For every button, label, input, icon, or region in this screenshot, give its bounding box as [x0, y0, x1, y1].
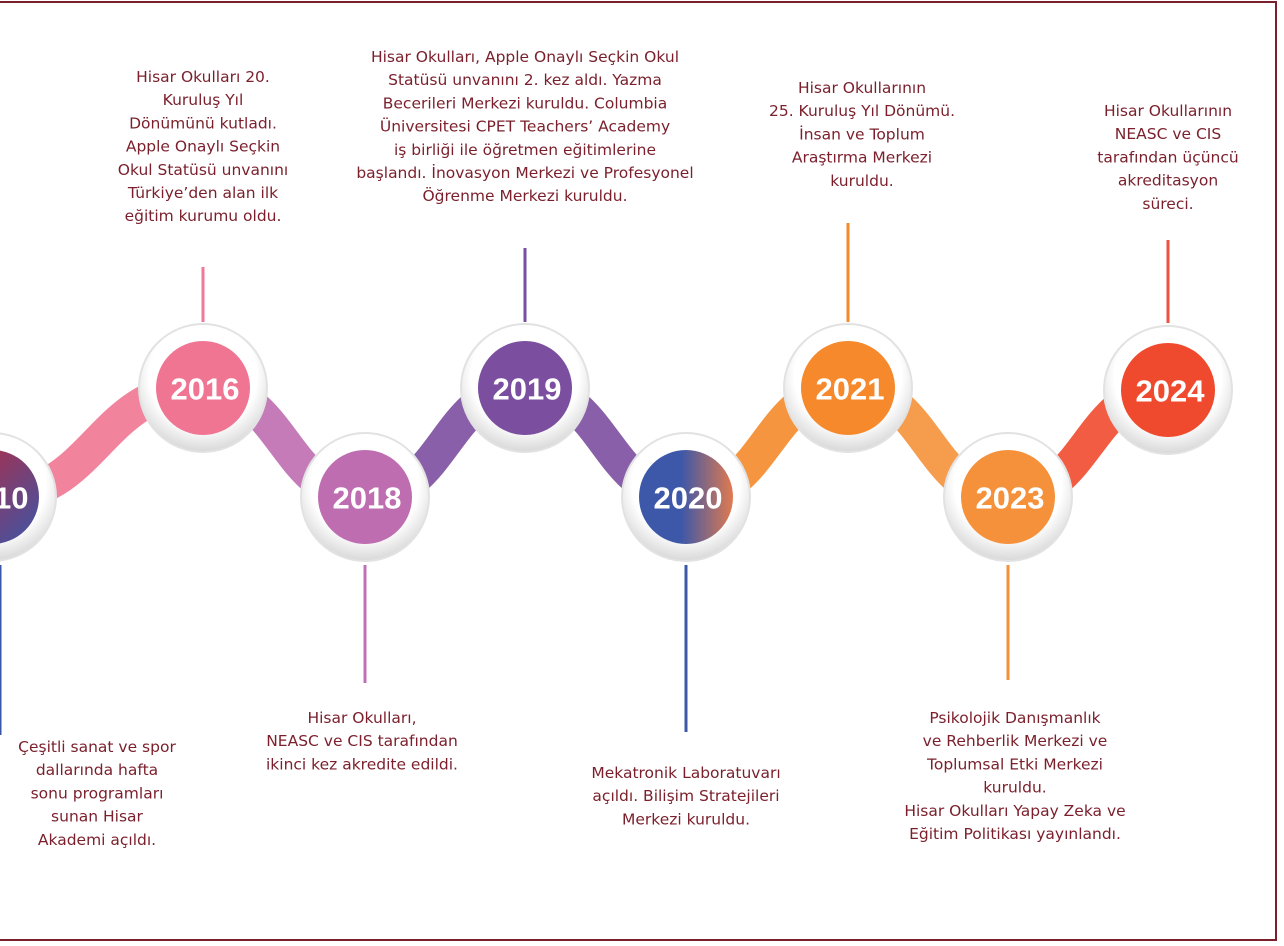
- event-text: İnsan ve Toplum: [799, 124, 925, 143]
- event-text: Üniversitesi CPET Teachers’ Academy: [380, 117, 670, 136]
- year-label: 2016: [171, 372, 240, 407]
- event-text: Hisar Okulları,: [307, 709, 416, 727]
- year-disc: [639, 450, 733, 544]
- year-label: 2020: [654, 481, 723, 516]
- event-text: Hisar Okulları 20.: [136, 68, 270, 86]
- event-text: iş birliği ile öğretmen eğitimlerine: [394, 141, 656, 159]
- event-text: ve Rehberlik Merkezi ve: [923, 732, 1108, 750]
- event-text: Öğrenme Merkezi kuruldu.: [422, 186, 627, 205]
- year-disc: [801, 341, 895, 435]
- event-text: dallarında hafta: [36, 761, 158, 779]
- event-text: sonu programları: [31, 784, 164, 802]
- event-text: akreditasyon: [1118, 172, 1218, 190]
- event-text: ikinci kez akredite edildi.: [266, 755, 458, 773]
- year-label: 2021: [816, 372, 885, 407]
- event-text: Araştırma Merkezi: [792, 149, 932, 167]
- event-text: Hisar Okullarının: [1104, 102, 1232, 120]
- event-text: NEASC ve CIS tarafından: [266, 732, 458, 750]
- event-text: kuruldu.: [983, 779, 1046, 797]
- event-text: Akademi açıldı.: [38, 831, 156, 849]
- event-text: sunan Hisar: [51, 808, 144, 826]
- event-text: Okul Statüsü unvanını: [118, 161, 288, 179]
- year-disc: [961, 450, 1055, 544]
- event-text: Toplumsal Etki Merkezi: [926, 755, 1103, 773]
- event-text: Apple Onaylı Seçkin: [126, 138, 280, 156]
- event-text: Mekatronik Laboratuvarı: [591, 764, 780, 782]
- year-label: 2019: [493, 372, 562, 407]
- event-text: başlandı. İnovasyon Merkezi ve Profesyon…: [356, 163, 693, 182]
- event-text: Hisar Okullarının: [798, 79, 926, 97]
- year-label: 2024: [1136, 374, 1206, 409]
- event-text: Statüsü unvanını 2. kez aldı. Yazma: [388, 71, 662, 89]
- year-disc: [318, 450, 412, 544]
- event-text: NEASC ve CIS: [1115, 125, 1221, 143]
- event-text: Dönümünü kutladı.: [129, 114, 277, 132]
- event-text: Kuruluş Yıl: [163, 91, 244, 109]
- event-text: Hisar Okulları Yapay Zeka ve: [904, 802, 1125, 820]
- event-text: Becerileri Merkezi kuruldu. Columbia: [383, 94, 668, 112]
- year-label: 2023: [976, 481, 1045, 516]
- event-text: tarafından üçüncü: [1097, 148, 1238, 166]
- event-text: Türkiye’den alan ilk: [127, 184, 278, 202]
- year-label: 2010: [0, 481, 28, 516]
- event-text: 25. Kuruluş Yıl Dönümü.: [769, 102, 955, 120]
- event-text: süreci.: [1142, 195, 1193, 213]
- event-text: Merkezi kuruldu.: [622, 810, 750, 828]
- event-text: eğitim kurumu oldu.: [125, 207, 282, 225]
- event-text: Psikolojik Danışmanlık: [929, 709, 1100, 727]
- year-label: 2018: [333, 481, 402, 516]
- event-text: Çeşitli sanat ve spor: [18, 738, 176, 756]
- year-disc: [478, 341, 572, 435]
- year-disc: [0, 450, 39, 544]
- event-text: Hisar Okulları, Apple Onaylı Seçkin Okul: [371, 48, 679, 66]
- year-disc: [1121, 343, 1215, 437]
- event-text: Eğitim Politikası yayınlandı.: [909, 825, 1121, 843]
- year-disc: [156, 341, 250, 435]
- event-text: açıldı. Bilişim Stratejileri: [592, 787, 779, 805]
- event-text: kuruldu.: [830, 172, 893, 190]
